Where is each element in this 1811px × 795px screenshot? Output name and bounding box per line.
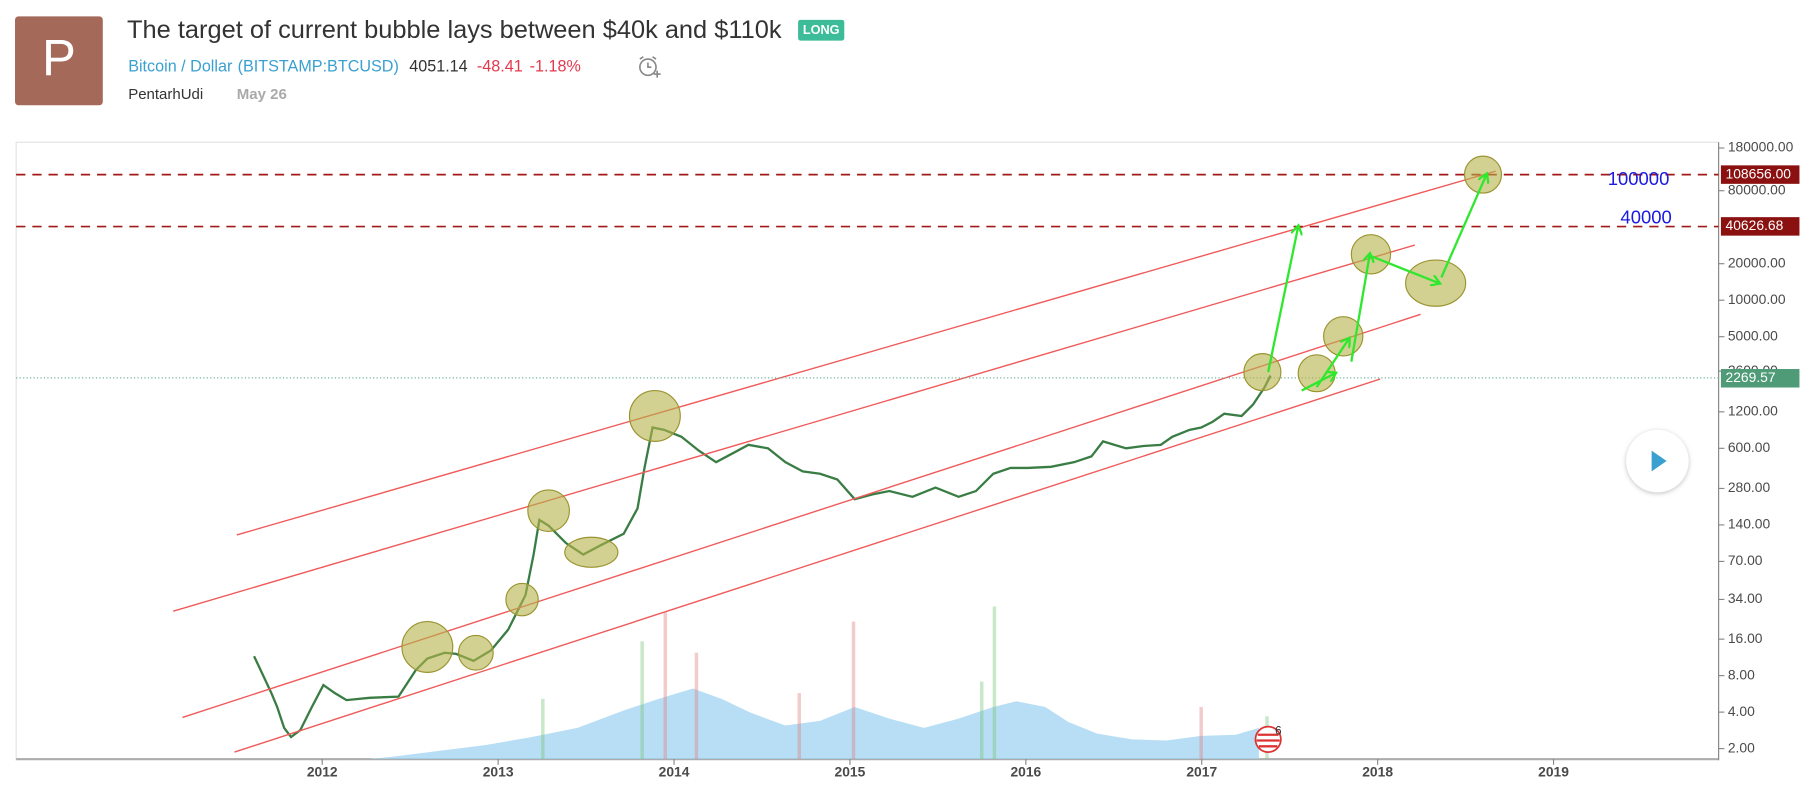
- y-tick-label: 10000.00: [1728, 291, 1786, 307]
- event-count: 6: [1275, 725, 1281, 737]
- author[interactable]: PentarhUdi: [128, 86, 203, 103]
- long-badge: [798, 19, 845, 41]
- price-label: 2269.57: [1726, 369, 1776, 385]
- price-label: 40626.68: [1726, 217, 1784, 233]
- y-tick-label: 600.00: [1728, 439, 1771, 455]
- price-change: -48.41: [477, 57, 523, 75]
- x-tick-label: 2015: [835, 764, 866, 780]
- y-tick-label: 8.00: [1728, 666, 1755, 682]
- y-tick-label: 5000.00: [1728, 327, 1778, 343]
- price-label-box: [1720, 165, 1800, 184]
- idea-title: The target of current bubble lays betwee…: [127, 16, 782, 44]
- price-label: 108656.00: [1726, 165, 1792, 181]
- y-tick-label: 140.00: [1728, 516, 1771, 532]
- x-tick-label: 2017: [1186, 764, 1217, 780]
- price-line: [253, 375, 1272, 739]
- x-tick-label: 2012: [307, 764, 338, 780]
- y-tick-label: 34.00: [1728, 590, 1763, 606]
- event-flag-stripes: [1256, 733, 1280, 748]
- y-tick-label: 2.00: [1728, 739, 1755, 755]
- play-icon: [1651, 450, 1667, 472]
- badge-text: LONG: [803, 23, 840, 37]
- volume-area: [369, 688, 1259, 760]
- y-tick-label: 70.00: [1728, 552, 1763, 568]
- y-tick-label: 16.00: [1728, 630, 1763, 646]
- projection-arrows: [1267, 175, 1486, 392]
- y-tick-label: 1200.00: [1728, 402, 1778, 418]
- price: 4051.14: [409, 57, 467, 75]
- annotation-high: 100000: [1608, 168, 1670, 189]
- y-tick-label: 80000.00: [1728, 181, 1786, 197]
- avatar[interactable]: [15, 16, 103, 106]
- date: May 26: [237, 86, 287, 103]
- x-tick-label: 2014: [659, 764, 690, 780]
- channel-lines: [173, 170, 1496, 753]
- y-tick-label: 180000.00: [1728, 139, 1794, 155]
- y-tick-label: 280.00: [1728, 479, 1771, 495]
- price-labels: 108656.00 40626.68 2269.57: [1720, 165, 1800, 388]
- price-axis: 180000.00 80000.00 20000.00 10000.00 5000.00…: [1718, 139, 1794, 755]
- annotation-low: 40000: [1620, 206, 1671, 227]
- y-tick-label: 20000.00: [1728, 254, 1786, 270]
- time-axis: 2012 2013 2014 2015 2016 2017 2018 2019: [307, 759, 1569, 780]
- x-tick-label: 2013: [483, 764, 514, 780]
- x-tick-label: 2018: [1362, 764, 1393, 780]
- symbol-name[interactable]: Bitcoin / Dollar: [128, 57, 233, 75]
- x-tick-label: 2016: [1010, 764, 1041, 780]
- alert-icon[interactable]: [639, 56, 661, 78]
- price-label-box: [1720, 369, 1800, 388]
- chart-pane: [15, 141, 1720, 761]
- price-change-percent: -1.18%: [530, 57, 581, 75]
- price-label-box: [1720, 217, 1800, 236]
- avatar-letter: P: [42, 29, 76, 86]
- y-tick-label: 4.00: [1728, 703, 1755, 719]
- symbol-code[interactable]: (BITSTAMP:BTCUSD): [238, 57, 399, 75]
- x-tick-label: 2019: [1538, 764, 1569, 780]
